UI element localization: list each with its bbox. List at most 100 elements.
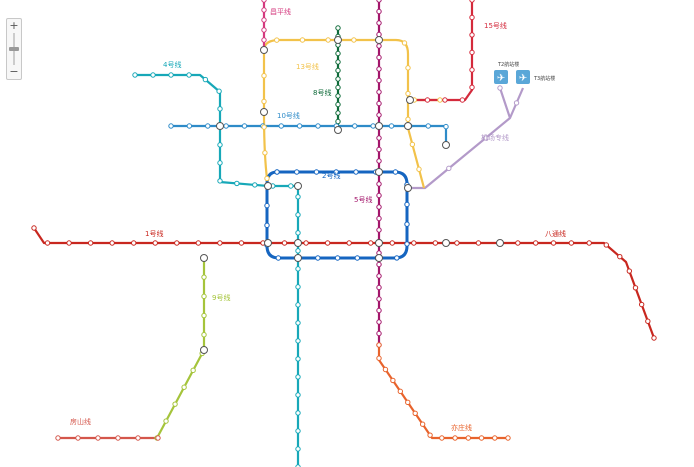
station-dot[interactable] [376,77,382,84]
station-dot[interactable] [261,17,267,23]
station-dot[interactable] [324,240,331,246]
station-dot[interactable] [288,183,294,189]
transfer-station[interactable] [264,182,272,190]
station-dot[interactable] [168,72,174,78]
station-dot[interactable] [550,240,557,246]
station-dot[interactable] [469,67,475,73]
station-dot[interactable] [515,240,521,246]
station-dot[interactable] [497,85,503,91]
station-dot[interactable] [174,240,180,246]
station-dot[interactable] [216,88,222,94]
station-dot[interactable] [234,180,240,187]
station-dot[interactable] [261,73,267,79]
station-dot[interactable] [299,37,306,43]
station-dot[interactable] [376,284,382,291]
station-dot[interactable] [295,356,301,362]
station-dot[interactable] [390,377,396,384]
station-dot[interactable] [392,169,399,175]
transfer-station[interactable] [375,168,383,176]
station-dot[interactable] [115,435,121,441]
station-dot[interactable] [446,165,452,172]
route-l4[interactable] [135,73,300,467]
transfer-station[interactable] [375,36,383,44]
station-dot[interactable] [261,27,267,33]
station-dot[interactable] [95,435,101,441]
station-dot[interactable] [131,240,137,246]
station-dot[interactable] [439,435,445,441]
station-dot[interactable] [376,342,382,348]
station-dot[interactable] [303,240,309,246]
station-dot[interactable] [443,123,449,130]
station-dot[interactable] [405,399,411,406]
station-dot[interactable] [295,428,301,434]
station-dot[interactable] [261,98,267,105]
station-dot[interactable] [424,97,431,103]
station-dot[interactable] [335,110,341,116]
station-dot[interactable] [333,169,339,175]
station-dot[interactable] [376,20,382,26]
station-dot[interactable] [411,240,417,246]
station-dot[interactable] [223,123,229,129]
station-dot[interactable] [394,255,400,261]
station-dot[interactable] [295,248,301,254]
station-dot[interactable] [376,192,382,199]
station-dot[interactable] [186,123,193,129]
station-dot[interactable] [638,301,645,308]
station-dot[interactable] [419,421,426,427]
transfer-station[interactable] [404,184,412,192]
station-dot[interactable] [475,240,482,246]
station-dot[interactable] [376,146,382,153]
station-dot[interactable] [217,106,223,112]
station-dot[interactable] [315,255,321,261]
route-l10[interactable] [171,124,448,145]
station-dot[interactable] [135,435,141,441]
station-dot[interactable] [238,240,245,246]
station-dot[interactable] [352,123,358,129]
station-dot[interactable] [376,204,382,210]
station-dot[interactable] [296,123,303,129]
station-dot[interactable] [376,89,382,95]
station-dot[interactable] [370,123,376,129]
station-dot[interactable] [632,285,639,291]
station-dot[interactable] [264,222,270,229]
transfer-station[interactable] [260,108,268,116]
station-dot[interactable] [404,201,410,208]
station-dot[interactable] [376,227,382,233]
station-dot[interactable] [404,241,410,247]
station-dot[interactable] [201,332,207,338]
station-dot[interactable] [181,384,187,390]
station-dot[interactable] [335,59,341,65]
station-dot[interactable] [409,141,416,148]
station-dot[interactable] [264,175,270,182]
station-dot[interactable] [469,0,475,3]
station-dot[interactable] [505,435,511,441]
station-dot[interactable] [354,255,361,261]
station-dot[interactable] [295,194,301,200]
station-dot[interactable] [132,72,138,78]
station-dot[interactable] [469,84,475,91]
station-dot[interactable] [217,142,223,148]
transfer-station[interactable] [260,46,268,54]
station-dot[interactable] [376,319,382,325]
station-dot[interactable] [459,97,466,103]
station-dot[interactable] [432,240,439,246]
station-dot[interactable] [75,435,81,441]
station-dot[interactable] [109,240,115,246]
station-dot[interactable] [186,72,192,78]
station-dot[interactable] [325,37,331,43]
station-dot[interactable] [442,97,448,103]
transfer-station[interactable] [375,254,383,262]
station-dot[interactable] [452,435,458,441]
station-dot[interactable] [492,435,498,441]
station-dot[interactable] [427,432,433,438]
station-dot[interactable] [376,8,382,15]
station-dot[interactable] [351,37,357,43]
station-dot[interactable] [617,253,623,260]
station-dot[interactable] [217,240,223,246]
station-dot[interactable] [335,67,341,74]
station-dot[interactable] [645,318,651,324]
station-dot[interactable] [437,97,443,103]
station-dot[interactable] [262,150,268,156]
station-dot[interactable] [295,230,301,236]
